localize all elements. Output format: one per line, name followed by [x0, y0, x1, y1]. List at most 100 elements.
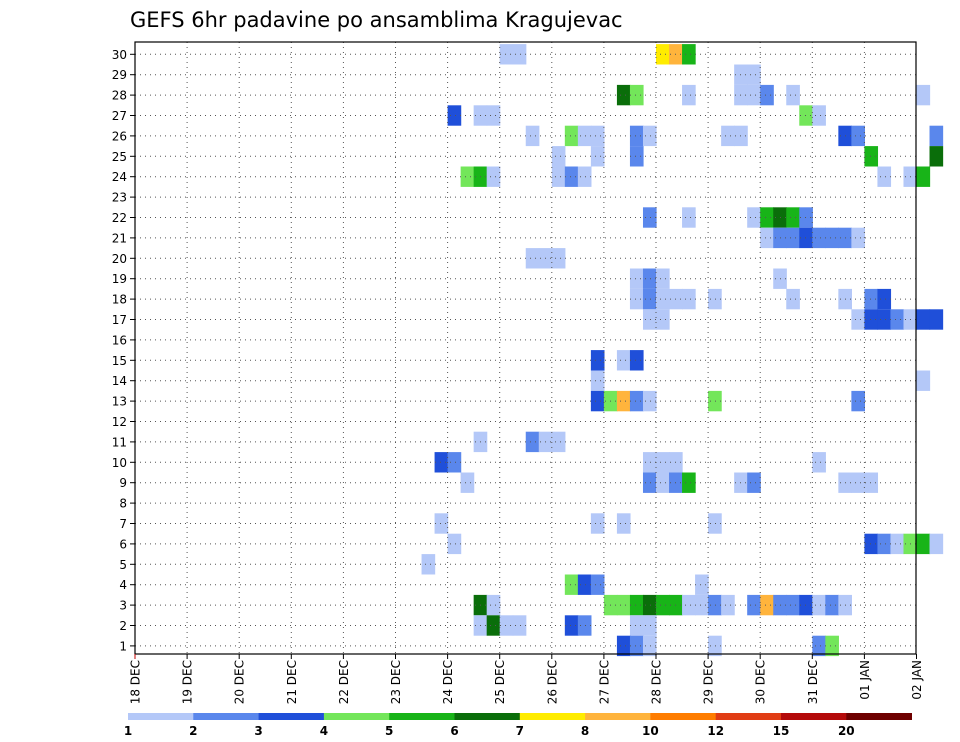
heatmap-cell [721, 125, 735, 147]
colorbar-label: 3 [254, 724, 262, 738]
heatmap-cell [682, 207, 696, 228]
heatmap-cell [564, 615, 579, 636]
heatmap-cell [616, 513, 631, 534]
y-tick-label: 4 [119, 578, 127, 592]
heatmap-cell [760, 594, 774, 616]
y-tick-label: 22 [112, 211, 127, 225]
plot-frame [134, 41, 917, 655]
heatmap-cell [551, 431, 566, 453]
colorbar-swatch [650, 713, 717, 720]
heatmap-cell [642, 452, 657, 473]
colorbar-label: 7 [516, 724, 524, 738]
heatmap-cells [421, 44, 944, 657]
heatmap-cell [525, 125, 540, 147]
heatmap-cell [616, 635, 631, 657]
y-tick-label: 21 [112, 231, 127, 245]
heatmap-cell [590, 574, 605, 595]
y-tick-label: 10 [112, 456, 127, 470]
y-tick-label: 3 [119, 599, 127, 613]
y-tick-label: 27 [112, 109, 127, 123]
heatmap-cell [629, 635, 644, 657]
heatmap-cell [629, 594, 644, 616]
y-tick-label: 11 [112, 435, 127, 449]
y-tick-label: 20 [112, 252, 127, 266]
heatmap-cell [825, 227, 839, 249]
heatmap-cell [747, 64, 761, 85]
heatmap-cell [864, 472, 879, 493]
heatmap-cell [708, 390, 722, 412]
heatmap-cell [616, 594, 631, 616]
heatmap-cell [629, 125, 644, 147]
y-tick-label: 12 [112, 415, 127, 429]
heatmap-cell [695, 574, 709, 595]
heatmap-cell [564, 574, 579, 595]
heatmap-cell [564, 125, 579, 147]
heatmap-cell [577, 125, 592, 147]
heatmap-cell [682, 44, 696, 65]
heatmap-cell [916, 309, 931, 330]
heatmap-cell [512, 44, 527, 65]
heatmap-cell [851, 309, 866, 330]
heatmap-cell [682, 84, 696, 106]
heatmap-cell [799, 207, 813, 228]
colorbar-label: 10 [642, 724, 659, 738]
colorbar: 1 2 3 4 5 6 7 8 10 12 15 20 [124, 713, 912, 738]
colorbar-swatch [585, 713, 651, 720]
x-tick-label: 01 JAN [858, 660, 872, 700]
heatmap-cell [616, 350, 631, 371]
y-tick-label: 5 [119, 558, 127, 572]
heatmap-cell [864, 146, 879, 167]
x-tick-label: 21 DEC [285, 660, 299, 704]
y-tick-label: 15 [112, 354, 127, 368]
x-tick-label: 30 DEC [754, 660, 768, 704]
y-tick-label: 14 [112, 374, 127, 388]
heatmap-cell [916, 166, 931, 187]
heatmap-cell [877, 166, 892, 187]
heatmap-cell [642, 268, 657, 289]
x-tick-label: 28 DEC [650, 660, 664, 704]
heatmap-cell [656, 452, 670, 473]
heatmap-cell [812, 594, 826, 616]
x-tick-label: 22 DEC [337, 660, 351, 704]
heatmap-cell [486, 105, 501, 126]
heatmap-cell [642, 635, 657, 657]
heatmap-cell [590, 390, 605, 412]
colorbar-label: 1 [124, 724, 132, 738]
y-tick-label: 9 [119, 476, 127, 490]
heatmap-cell [642, 288, 657, 310]
heatmap-cell [929, 146, 944, 167]
y-tick-label: 13 [112, 395, 127, 409]
y-tick-label: 29 [112, 68, 127, 82]
heatmap-cell [590, 350, 605, 371]
heatmap-cell [577, 166, 592, 187]
heatmap-cell [916, 84, 931, 106]
heatmap-cell [708, 513, 722, 534]
heatmap-cell [629, 146, 644, 167]
colorbar-label: 8 [581, 724, 589, 738]
heatmap-cell [708, 288, 722, 310]
heatmap-cell [916, 370, 931, 391]
heatmap-cell [656, 309, 670, 330]
x-tick-label: 24 DEC [441, 660, 455, 704]
y-tick-label: 19 [112, 272, 127, 286]
heatmap-cell [629, 615, 644, 636]
y-tick-label: 8 [119, 497, 127, 511]
heatmap-cell [890, 309, 905, 330]
colorbar-label: 5 [385, 724, 393, 738]
y-tick-label: 28 [112, 89, 127, 103]
heatmap-cell [760, 227, 774, 249]
heatmap-cell [825, 594, 839, 616]
heatmap-cell [929, 309, 944, 330]
heatmap-cell [825, 635, 839, 657]
colorbar-swatch [781, 713, 847, 720]
heatmap-cell [747, 472, 761, 493]
heatmap-cell [799, 594, 813, 616]
y-tick-label: 23 [112, 191, 127, 205]
colorbar-label: 15 [773, 724, 790, 738]
heatmap-cell [929, 533, 944, 555]
heatmap-cell [590, 125, 605, 147]
heatmap-cell [577, 574, 592, 595]
heatmap-cell [656, 44, 670, 65]
x-tick-label: 19 DEC [181, 660, 195, 704]
